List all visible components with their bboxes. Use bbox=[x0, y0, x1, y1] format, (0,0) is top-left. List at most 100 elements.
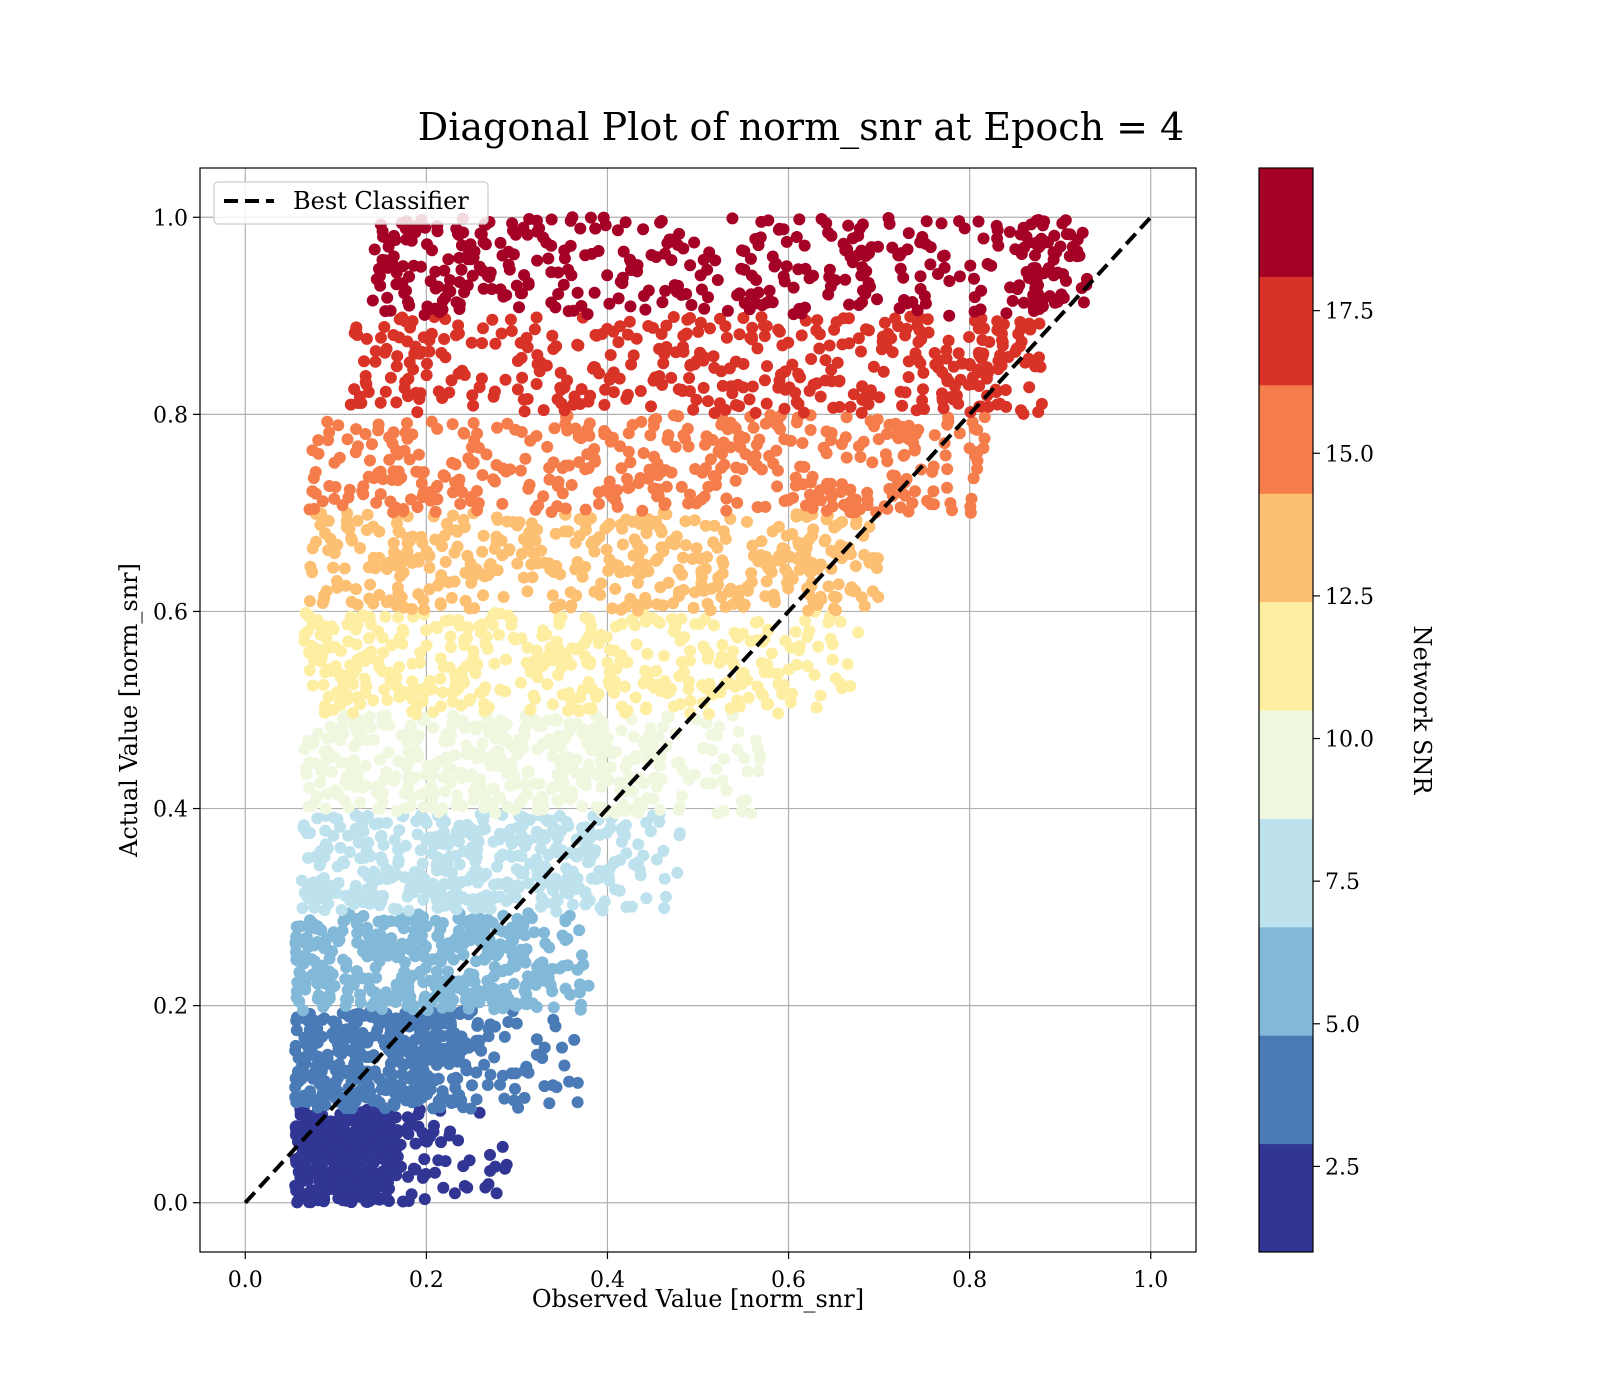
scatter-point bbox=[760, 698, 773, 711]
scatter-point bbox=[681, 422, 694, 435]
scatter-point bbox=[534, 356, 547, 369]
scatter-point bbox=[383, 719, 396, 732]
scatter-point bbox=[936, 366, 949, 379]
scatter-point bbox=[452, 924, 465, 937]
scatter-point bbox=[399, 942, 412, 955]
scatter-point bbox=[968, 272, 980, 285]
scatter-point bbox=[708, 361, 721, 374]
scatter-point bbox=[683, 654, 696, 667]
scatter-point bbox=[522, 1066, 535, 1079]
scatter-point bbox=[828, 602, 840, 615]
scatter-point bbox=[671, 238, 684, 251]
scatter-point bbox=[615, 649, 628, 662]
scatter-point bbox=[429, 914, 442, 927]
scatter-point bbox=[346, 534, 359, 547]
scatter-point bbox=[516, 735, 529, 748]
scatter-point bbox=[376, 710, 389, 722]
scatter-point bbox=[406, 530, 419, 543]
scatter-point bbox=[601, 322, 614, 335]
scatter-point bbox=[733, 328, 746, 341]
scatter-point bbox=[782, 582, 795, 595]
scatter-point bbox=[300, 1038, 313, 1051]
scatter-point bbox=[873, 391, 886, 404]
scatter-point bbox=[717, 753, 730, 766]
scatter-point bbox=[458, 369, 471, 381]
scatter-point bbox=[377, 646, 390, 659]
scatter-point bbox=[751, 743, 764, 755]
scatter-point bbox=[1020, 266, 1033, 278]
scatter-point bbox=[1015, 322, 1027, 335]
scatter-point bbox=[466, 389, 479, 402]
scatter-point bbox=[588, 286, 601, 299]
scatter-point bbox=[790, 552, 803, 565]
scatter-point bbox=[814, 484, 827, 497]
scatter-point bbox=[609, 883, 622, 896]
scatter-point bbox=[378, 683, 391, 696]
scatter-point bbox=[382, 240, 395, 253]
scatter-point bbox=[412, 968, 425, 981]
scatter-point bbox=[409, 1054, 422, 1067]
scatter-point bbox=[716, 447, 728, 460]
scatter-point bbox=[389, 501, 402, 514]
scatter-point bbox=[642, 472, 655, 485]
scatter-point bbox=[575, 998, 588, 1011]
scatter-point bbox=[473, 260, 486, 273]
scatter-point bbox=[354, 996, 367, 1009]
scatter-point bbox=[621, 704, 634, 717]
scatter-point bbox=[533, 718, 546, 731]
scatter-point bbox=[553, 611, 566, 624]
scatter-point bbox=[1076, 226, 1089, 239]
scatter-point bbox=[462, 253, 474, 266]
scatter-point bbox=[378, 321, 391, 333]
scatter-point bbox=[489, 337, 502, 350]
scatter-point bbox=[489, 727, 502, 740]
scatter-point bbox=[530, 378, 543, 390]
scatter-point bbox=[402, 904, 415, 917]
scatter-point bbox=[731, 631, 744, 644]
scatter-point bbox=[428, 1074, 441, 1087]
scatter-point bbox=[1003, 226, 1016, 238]
scatter-point bbox=[460, 748, 473, 761]
scatter-point bbox=[370, 496, 383, 509]
scatter-point bbox=[615, 518, 627, 531]
scatter-point bbox=[674, 698, 687, 711]
scatter-point bbox=[595, 577, 608, 590]
scatter-point bbox=[933, 354, 946, 367]
scatter-point bbox=[563, 459, 576, 472]
colorbar-band bbox=[1259, 926, 1313, 1036]
scatter-point bbox=[402, 1170, 414, 1183]
scatter-point bbox=[660, 341, 673, 353]
scatter-point bbox=[480, 889, 493, 902]
scatter-point bbox=[725, 654, 738, 667]
scatter-point bbox=[407, 1162, 420, 1175]
scatter-point bbox=[787, 281, 800, 294]
scatter-point bbox=[377, 1034, 390, 1047]
scatter-point bbox=[738, 752, 751, 765]
scatter-point bbox=[624, 300, 637, 313]
scatter-point bbox=[760, 296, 773, 309]
scatter-point bbox=[357, 910, 370, 922]
scatter-point bbox=[681, 313, 694, 326]
scatter-point bbox=[614, 440, 626, 453]
scatter-point bbox=[543, 473, 556, 486]
scatter-point bbox=[657, 599, 670, 612]
scatter-point bbox=[459, 1036, 472, 1049]
scatter-point bbox=[519, 840, 532, 853]
scatter-point bbox=[773, 374, 786, 387]
scatter-point bbox=[724, 702, 737, 715]
scatter-point bbox=[834, 615, 847, 628]
scatter-point bbox=[358, 672, 371, 685]
scatter-point bbox=[379, 1102, 391, 1115]
scatter-point bbox=[525, 558, 538, 571]
scatter-point bbox=[565, 695, 578, 708]
scatter-point bbox=[476, 620, 489, 632]
scatter-point bbox=[362, 810, 374, 822]
scatter-point bbox=[331, 813, 344, 826]
scatter-point bbox=[515, 426, 528, 438]
scatter-point bbox=[1054, 240, 1067, 253]
scatter-point bbox=[779, 634, 792, 647]
scatter-point bbox=[747, 421, 760, 434]
scatter-point bbox=[439, 1155, 452, 1168]
scatter-point bbox=[978, 411, 991, 424]
scatter-point bbox=[759, 590, 772, 603]
